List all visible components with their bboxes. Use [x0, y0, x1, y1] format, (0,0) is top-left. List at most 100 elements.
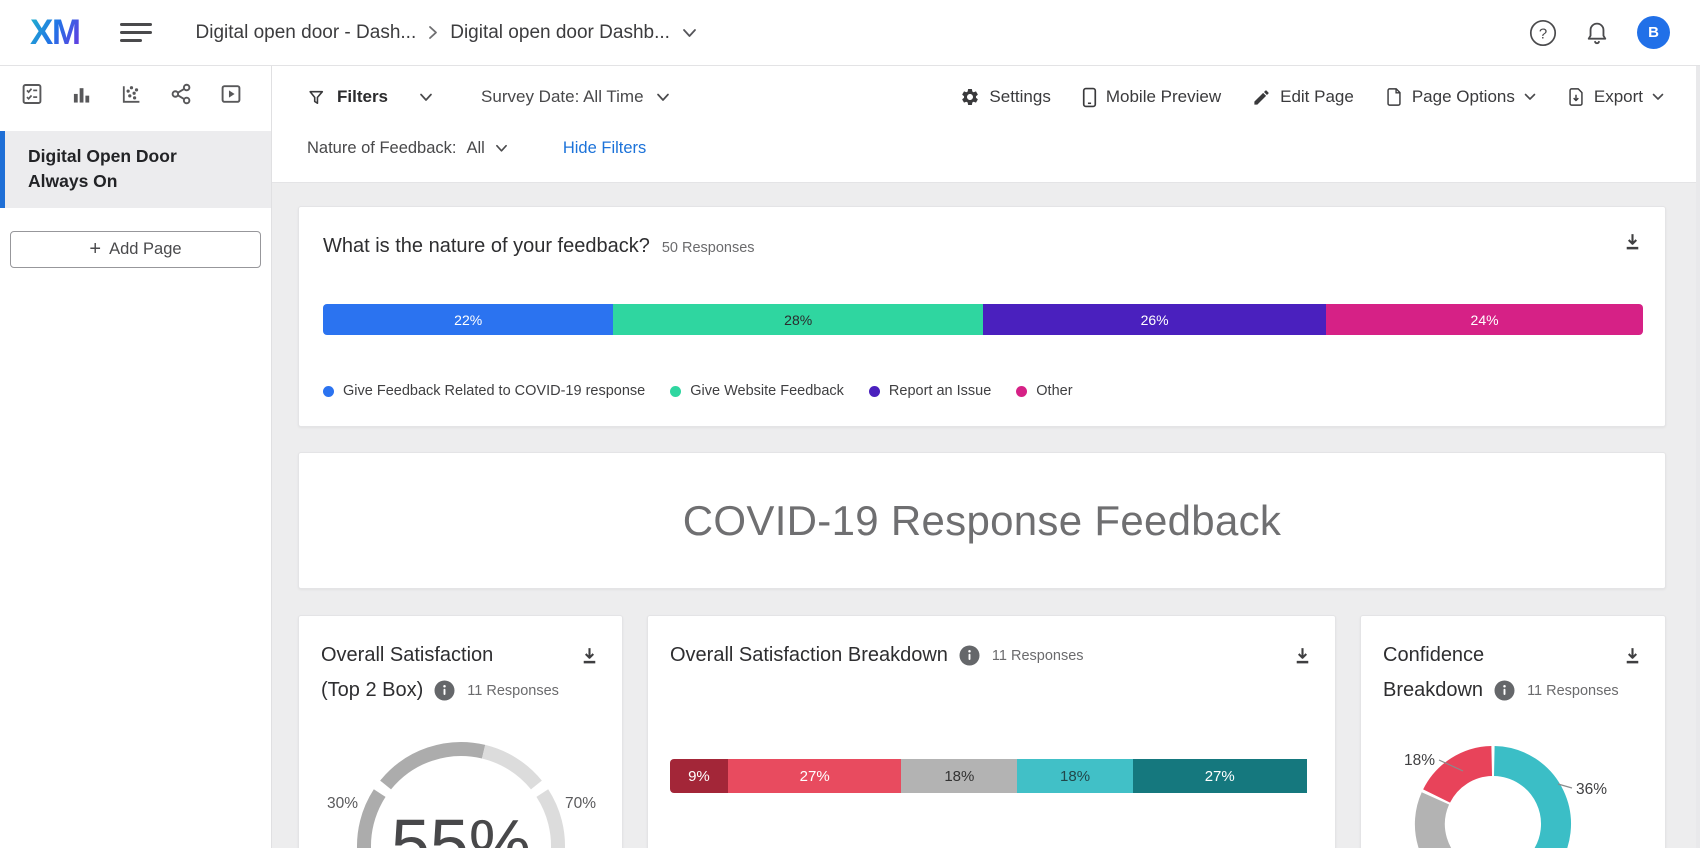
- notifications-button[interactable]: [1584, 19, 1610, 47]
- bar-segment-27pct[interactable]: 27%: [727, 759, 902, 793]
- donut-leader-line: [1438, 759, 1464, 772]
- bar-segment-give-website-feedback[interactable]: 28%: [613, 304, 983, 335]
- info-icon[interactable]: [434, 680, 455, 701]
- edit-page-button[interactable]: Edit Page: [1252, 87, 1354, 107]
- widget-nature-of-feedback: What is the nature of your feedback? 50 …: [298, 206, 1666, 427]
- toolbar-row-2: Nature of Feedback: All Hide Filters: [307, 128, 1664, 168]
- gauge-filled-arc: [357, 789, 386, 848]
- donut-slice-label-red: 18%: [1404, 752, 1435, 769]
- mobile-preview-button[interactable]: Mobile Preview: [1082, 87, 1221, 108]
- add-page-button[interactable]: + Add Page: [10, 230, 261, 268]
- page-options-label: Page Options: [1411, 87, 1515, 106]
- scrollbar-track[interactable]: [1696, 66, 1700, 848]
- edit-page-label: Edit Page: [1280, 87, 1354, 106]
- bell-icon: [1587, 22, 1607, 44]
- nature-chart-legend: Give Feedback Related to COVID-19 respon…: [323, 383, 1643, 399]
- funnel-icon: [309, 90, 324, 104]
- plus-icon: +: [89, 237, 102, 260]
- bar-segment-report-an-issue[interactable]: 26%: [982, 304, 1327, 335]
- nature-stacked-bar: 22% 28% 26% 24%: [323, 304, 1643, 335]
- dashboard-content: What is the nature of your feedback? 50 …: [272, 182, 1700, 848]
- chevron-down-icon[interactable]: [682, 28, 697, 38]
- download-widget-button[interactable]: [579, 645, 600, 666]
- download-widget-button[interactable]: [1622, 231, 1643, 252]
- mobile-phone-icon: [1082, 87, 1096, 107]
- donut-leader-line: [1557, 783, 1573, 789]
- chevron-down-icon: [420, 93, 432, 101]
- section-title-card: COVID-19 Response Feedback: [298, 452, 1666, 589]
- legend-item-give-feedback-related-to-covid-19-response[interactable]: Give Feedback Related to COVID-19 respon…: [323, 383, 645, 399]
- header-actions: ? B: [1529, 16, 1670, 49]
- widget-title: What is the nature of your feedback?: [323, 235, 650, 257]
- satisfaction-gauge-chart: 30% 70% 55%: [327, 742, 596, 848]
- sidebar: Digital Open Door Always On + Add Page: [0, 66, 272, 848]
- page-options-button[interactable]: Page Options: [1385, 87, 1536, 107]
- download-icon: [1626, 234, 1639, 250]
- donut-slice-18pct[interactable]: [1423, 746, 1493, 804]
- export-button[interactable]: Export: [1567, 87, 1664, 107]
- chevron-down-icon: [656, 93, 669, 101]
- legend-label: Report an Issue: [888, 383, 992, 399]
- widget-title-line1: Overall Satisfaction: [321, 644, 494, 666]
- export-download-icon: [1569, 88, 1583, 106]
- chevron-down-icon: [1524, 93, 1536, 100]
- pencil-icon: [1254, 89, 1269, 105]
- survey-date-filter[interactable]: Survey Date: All Time: [481, 87, 670, 107]
- download-widget-button[interactable]: [1622, 645, 1643, 666]
- bar-chart-icon[interactable]: [70, 83, 93, 106]
- satisfaction-stacked-bar: 9% 27% 18% 18% 27%: [670, 759, 1313, 793]
- filters-dropdown[interactable]: Filters: [307, 87, 433, 107]
- nature-filter-label: Nature of Feedback:: [307, 138, 457, 157]
- bar-segment-9pct[interactable]: 9%: [670, 759, 728, 793]
- legend-dot: [323, 385, 334, 397]
- sidebar-page-item-digital-open-door[interactable]: Digital Open Door Always On: [0, 131, 271, 208]
- bar-segment-18pct[interactable]: 18%: [1017, 759, 1133, 793]
- gauge-track-arc: [481, 744, 542, 790]
- donut-slice-46pct[interactable]: [1414, 792, 1541, 848]
- video-icon[interactable]: [219, 82, 243, 106]
- scatter-plot-icon[interactable]: [119, 82, 143, 106]
- page-item-label-line1: Digital Open Door: [28, 146, 177, 166]
- download-icon: [1296, 648, 1309, 664]
- page-actions: Settings Mobile Preview: [960, 87, 1664, 108]
- settings-button[interactable]: Settings: [960, 87, 1051, 107]
- widget-title-line2: (Top 2 Box): [321, 679, 424, 701]
- widget-header: Overall Satisfaction Breakdown 11 Respon…: [670, 638, 1313, 673]
- hide-filters-link[interactable]: Hide Filters: [562, 138, 647, 157]
- info-icon[interactable]: [959, 645, 980, 666]
- confidence-donut-chart: 18% 36%: [1404, 746, 1607, 848]
- nature-of-feedback-filter[interactable]: Nature of Feedback: All: [307, 139, 508, 158]
- chevron-down-icon: [1652, 93, 1664, 100]
- body-row: Digital Open Door Always On + Add Page F…: [0, 66, 1700, 848]
- bar-segment-other[interactable]: 24%: [1326, 304, 1643, 335]
- donut-slice-36pct[interactable]: [1493, 746, 1571, 848]
- gauge-arcs: [357, 742, 565, 848]
- legend-label: Other: [1036, 383, 1073, 399]
- bar-segment-27pct[interactable]: 27%: [1132, 759, 1307, 793]
- hamburger-menu-icon[interactable]: [119, 23, 154, 42]
- breadcrumb-project[interactable]: Digital open door - Dash...: [195, 21, 417, 43]
- help-button[interactable]: ?: [1529, 19, 1557, 47]
- legend-item-report-an-issue[interactable]: Report an Issue: [868, 383, 992, 399]
- response-count: 11 Responses: [991, 647, 1084, 664]
- bar-segment-give-feedback-related-to-covid-19-response[interactable]: 22%: [323, 304, 614, 335]
- donut-slices: [1414, 746, 1571, 848]
- account-avatar[interactable]: B: [1637, 16, 1670, 49]
- gauge-value-label: 55%: [391, 805, 531, 848]
- legend-item-other[interactable]: Other: [1016, 383, 1073, 399]
- legend-item-give-website-feedback[interactable]: Give Website Feedback: [670, 383, 844, 399]
- widget-header-line2: Breakdown 11 Responses: [1383, 673, 1643, 708]
- checklist-icon[interactable]: [20, 82, 44, 106]
- add-page-label: Add Page: [109, 239, 182, 258]
- export-label: Export: [1593, 87, 1643, 106]
- main-area: Filters Survey Date: All Time: [272, 66, 1700, 848]
- chevron-down-icon: [495, 144, 507, 152]
- legend-label: Give Website Feedback: [690, 383, 844, 399]
- info-icon[interactable]: [1494, 680, 1515, 701]
- bar-segment-18pct[interactable]: 18%: [901, 759, 1018, 793]
- legend-label: Give Feedback Related to COVID-19 respon…: [343, 383, 646, 399]
- download-widget-button[interactable]: [1292, 645, 1313, 666]
- share-icon[interactable]: [169, 82, 193, 106]
- xm-logo[interactable]: XM: [30, 12, 81, 52]
- breadcrumb-dashboard[interactable]: Digital open door Dashb...: [450, 21, 670, 43]
